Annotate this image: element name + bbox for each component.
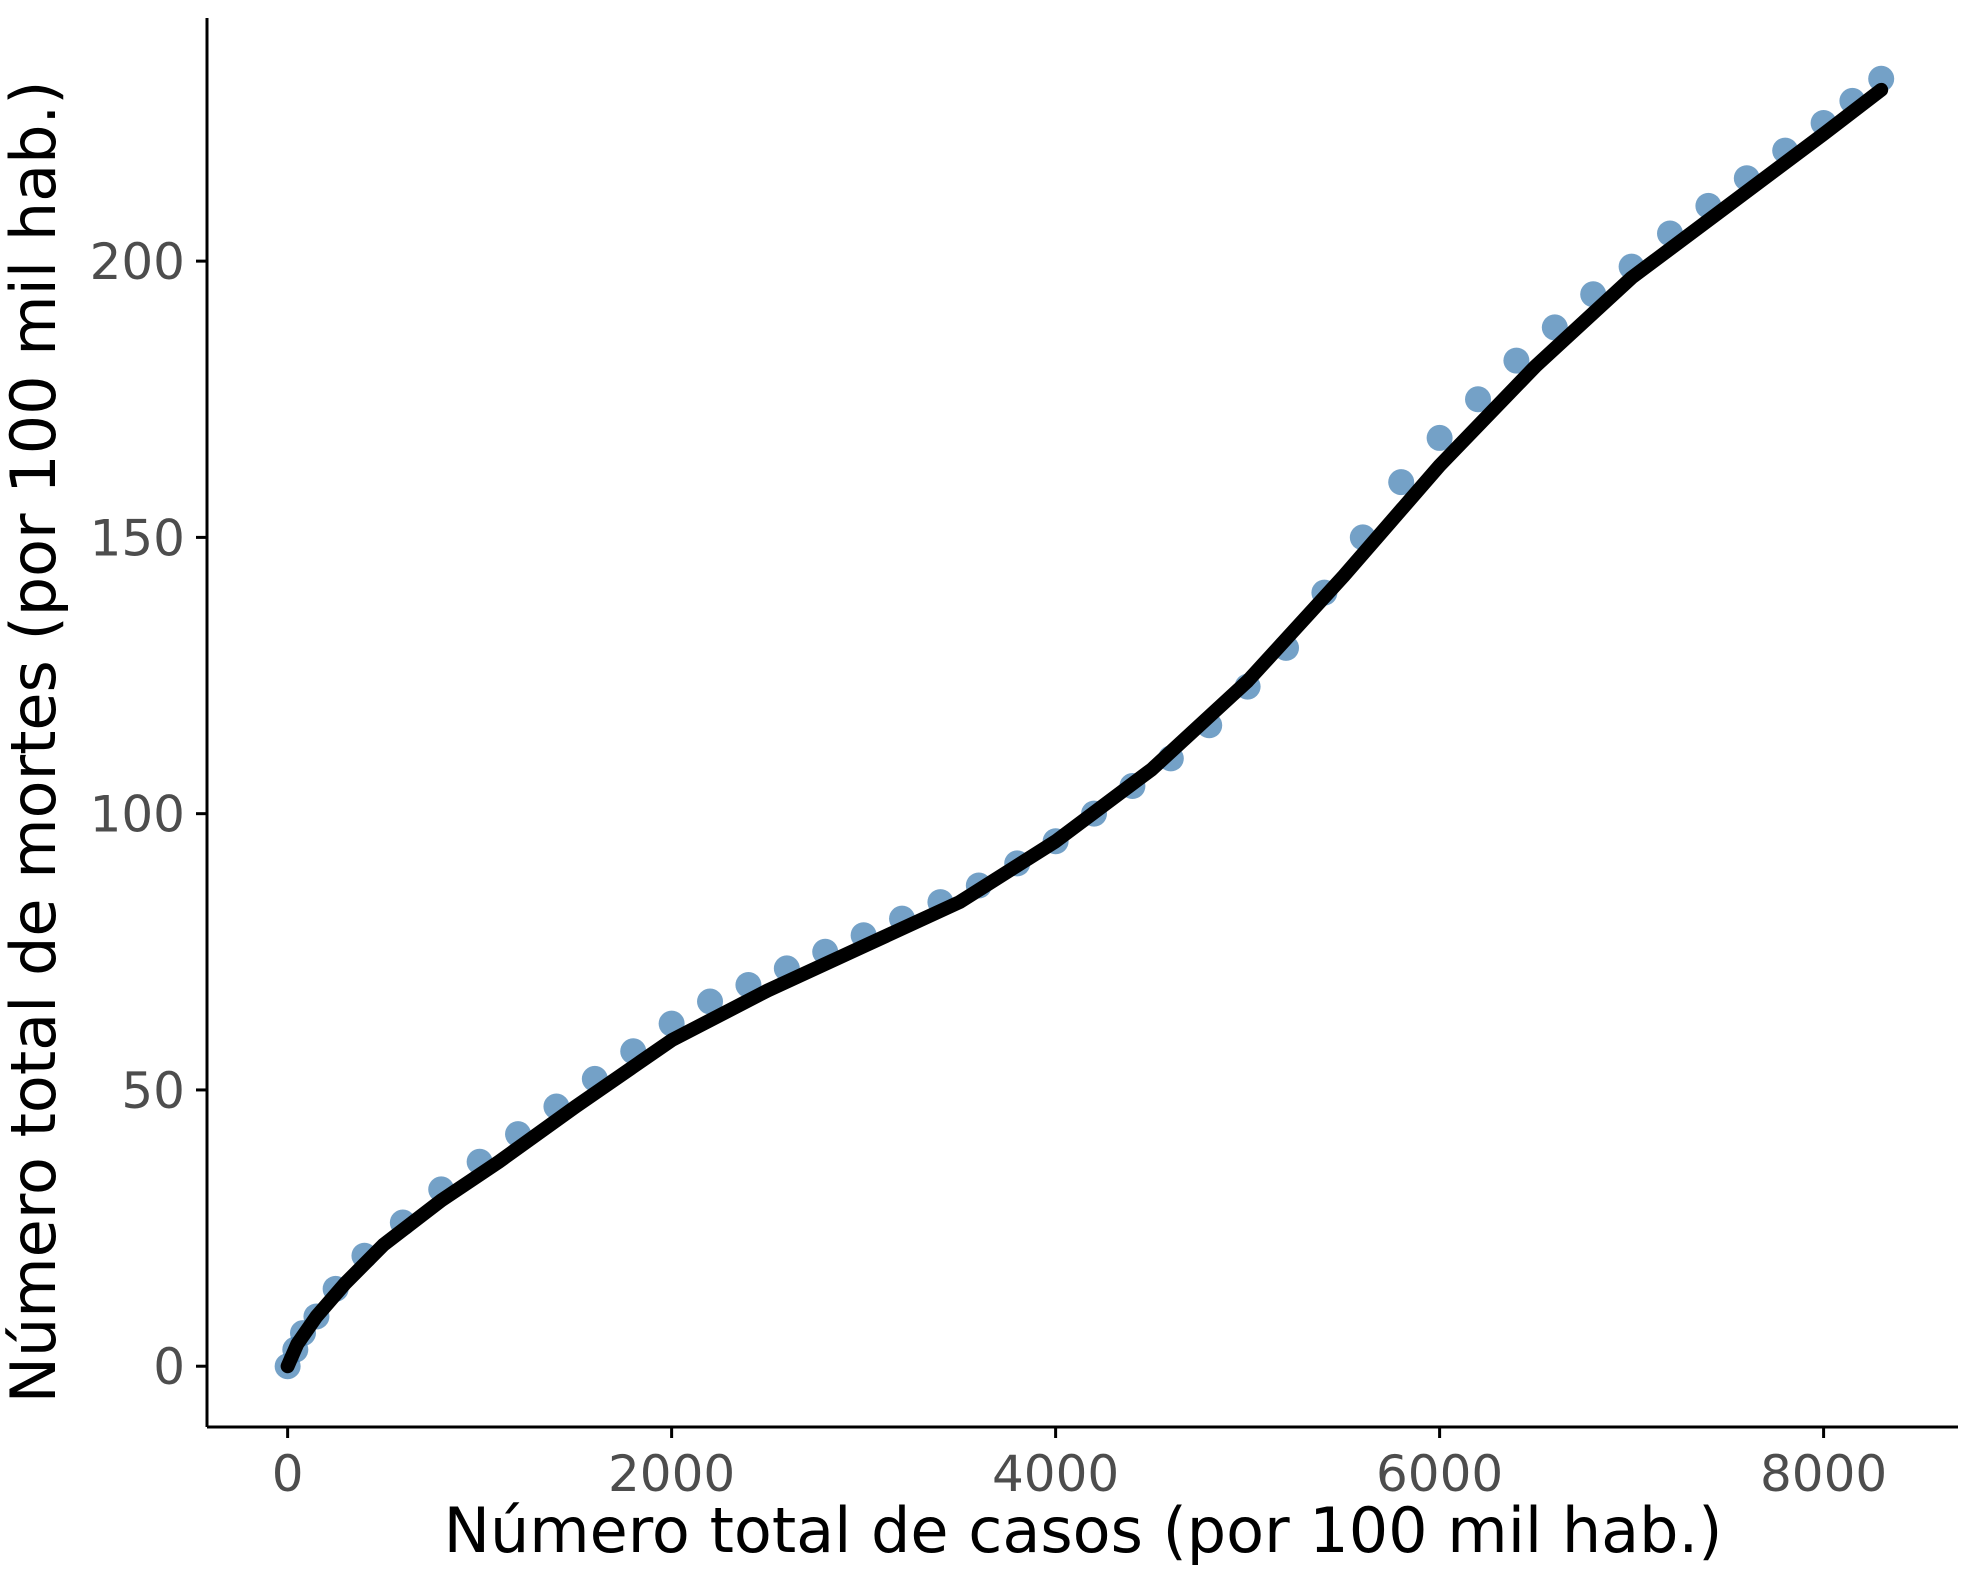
y-tick-label: 100 [90, 786, 185, 844]
x-tick-label: 0 [272, 1445, 304, 1503]
x-tick-label: 4000 [992, 1445, 1119, 1503]
y-axis-title: Número total de mortes (por 100 mil hab.… [0, 81, 70, 1404]
y-axis-ticks: 0 50 100 150 200 [90, 233, 207, 1396]
data-point [697, 988, 724, 1015]
data-point [1503, 347, 1530, 374]
x-axis-ticks: 0 2000 4000 6000 8000 [272, 1427, 1887, 1503]
y-tick-label: 200 [90, 233, 185, 291]
x-tick-label: 8000 [1760, 1445, 1887, 1503]
y-tick-label: 0 [153, 1338, 185, 1396]
x-tick-label: 6000 [1376, 1445, 1503, 1503]
data-point [1868, 65, 1895, 92]
data-point [1426, 424, 1453, 451]
data-point [1388, 469, 1415, 496]
y-tick-label: 150 [90, 509, 185, 567]
y-tick-label: 50 [121, 1062, 185, 1120]
data-point [1465, 386, 1492, 413]
x-tick-label: 2000 [608, 1445, 735, 1503]
trend-line [280, 82, 1889, 1374]
x-axis-title: Número total de casos (por 100 mil hab.) [444, 1494, 1723, 1567]
